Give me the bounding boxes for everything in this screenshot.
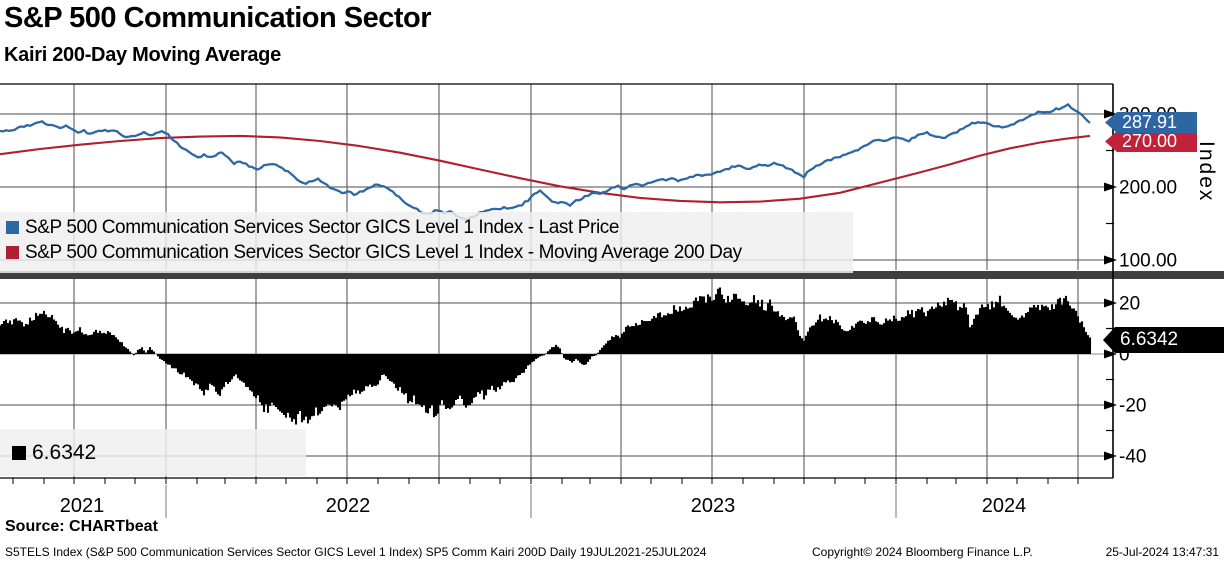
oscillator-axis-tick-label: 0 [1119, 345, 1130, 366]
last-price-swatch-icon [6, 221, 19, 234]
x-axis-year-label: 2021 [60, 495, 105, 517]
kairi-value-badge: 6.6342 [1103, 327, 1224, 353]
page-title: S&P 500 Communication Sector [4, 2, 432, 34]
legend-row-moving-average: S&P 500 Communication Services Sector GI… [6, 240, 853, 265]
oscillator-axis-tick-label: -40 [1119, 447, 1146, 468]
oscillator-axis-tick-arrow-icon [1104, 349, 1117, 359]
kairi-legend-value: 6.6342 [32, 440, 97, 464]
panel-divider [0, 271, 1224, 279]
price-axis-tick-label: 100.00 [1119, 251, 1177, 272]
legend-label-last-price: S&P 500 Communication Services Sector GI… [25, 216, 620, 238]
moving-average-swatch-icon [6, 246, 19, 259]
oscillator-axis-tick-label: -20 [1119, 396, 1146, 417]
timestamp: 25-Jul-2024 13:47:31 [1105, 545, 1219, 559]
page-subtitle: Kairi 200-Day Moving Average [4, 44, 281, 66]
kairi-histogram [0, 287, 1092, 425]
kairi-swatch-icon [12, 445, 26, 460]
series-layer [0, 103, 1092, 425]
copyright-notice: Copyright© 2024 Bloomberg Finance L.P. [812, 545, 1033, 559]
oscillator-axis-tick-label: 20 [1119, 294, 1140, 315]
oscillator-axis-tick-arrow-icon [1104, 400, 1117, 410]
oscillator-legend: 6.6342 [0, 429, 306, 476]
price-axis-tick-arrow-icon [1104, 182, 1117, 192]
oscillator-axis-tick-arrow-icon [1104, 298, 1117, 308]
legend-row-last-price: S&P 500 Communication Services Sector GI… [6, 215, 853, 240]
x-axis-year-label: 2024 [982, 495, 1027, 517]
last-price-badge: 287.91 [1105, 112, 1197, 133]
price-legend: S&P 500 Communication Services Sector GI… [0, 212, 853, 273]
last-price-line [0, 103, 1091, 222]
moving-average-badge: 270.00 [1105, 131, 1197, 152]
x-axis-year-label: 2023 [691, 495, 736, 517]
oscillator-axis-tick-arrow-icon [1104, 451, 1117, 461]
source-label: Source: CHARTbeat [5, 518, 158, 535]
moving-average-line [0, 134, 1091, 204]
y-axis-title: Index [1195, 141, 1218, 203]
price-axis-tick-arrow-icon [1104, 109, 1117, 119]
price-axis-tick-arrow-icon [1104, 255, 1117, 265]
security-description: S5TELS Index (S&P 500 Communication Serv… [5, 545, 707, 559]
price-axis-tick-label: 200.00 [1119, 178, 1177, 199]
legend-label-moving-average: S&P 500 Communication Services Sector GI… [25, 241, 742, 263]
x-axis-year-label: 2022 [326, 495, 371, 517]
